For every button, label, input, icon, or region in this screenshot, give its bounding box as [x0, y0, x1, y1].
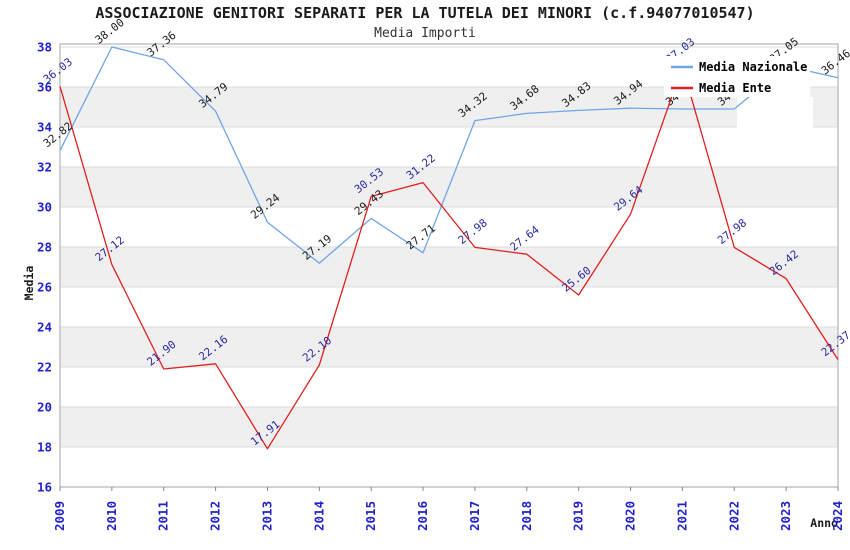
x-tick-label: 2019 [571, 501, 586, 531]
y-tick-label: 26 [37, 280, 52, 295]
legend-label: Media Nazionale [699, 60, 807, 74]
data-label: 36.03 [41, 55, 75, 86]
y-axis-label: Media [22, 266, 36, 301]
x-tick-label: 2013 [259, 501, 274, 531]
plot-bands [60, 87, 838, 447]
x-tick-label: 2022 [726, 501, 741, 531]
y-tick-label: 30 [37, 200, 52, 215]
y-tick-label: 20 [37, 400, 52, 415]
y-tick-label: 18 [37, 440, 52, 455]
plot-band [60, 247, 838, 287]
y-tick-label: 36 [37, 80, 52, 95]
x-tick-label: 2011 [156, 501, 171, 531]
x-tick-label: 2021 [674, 501, 689, 531]
x-tick-label: 2017 [467, 501, 482, 531]
data-label: 27.98 [715, 216, 749, 247]
plot-frame [59, 43, 839, 488]
plot-band [60, 407, 838, 447]
legend-underlay [737, 97, 813, 133]
x-tick-label: 2014 [311, 501, 326, 531]
y-tick-label: 22 [37, 360, 52, 375]
series-line-media-ente [59, 65, 839, 450]
y-tick-label: 38 [37, 40, 52, 55]
x-tick-label: 2023 [778, 501, 793, 531]
legend: Media Nazionale Media Ente [664, 56, 810, 97]
x-tick-label: 2018 [519, 501, 534, 531]
x-tick-label: 2010 [104, 501, 119, 531]
series-line-media-nazionale [59, 46, 839, 264]
x-axis-label: Anno [810, 516, 838, 530]
x-tick-label: 2020 [623, 501, 638, 531]
plot-band [60, 327, 838, 367]
y-tick-label: 32 [37, 160, 52, 175]
x-tick-label: 2009 [52, 501, 67, 531]
data-label: 27.98 [456, 216, 490, 247]
x-tick-label: 2012 [208, 501, 223, 531]
y-tick-label: 34 [37, 120, 52, 135]
x-tick-label: 2016 [415, 501, 430, 531]
y-tick-label: 28 [37, 240, 52, 255]
y-tick-label: 24 [37, 320, 52, 335]
legend-item-media-ente: Media Ente [671, 81, 771, 95]
chart-title: ASSOCIAZIONE GENITORI SEPARATI PER LA TU… [95, 4, 754, 22]
legend-box [664, 56, 810, 97]
data-label: 36.46 [819, 47, 850, 78]
chart-subtitle: Media Importi [374, 26, 476, 41]
x-tick-label: 2015 [363, 501, 378, 531]
legend-item-media-nazionale: Media Nazionale [671, 60, 807, 74]
y-tick-label: 16 [37, 480, 52, 495]
x-tick-label: 2024 [830, 501, 845, 531]
legend-label: Media Ente [699, 81, 771, 95]
